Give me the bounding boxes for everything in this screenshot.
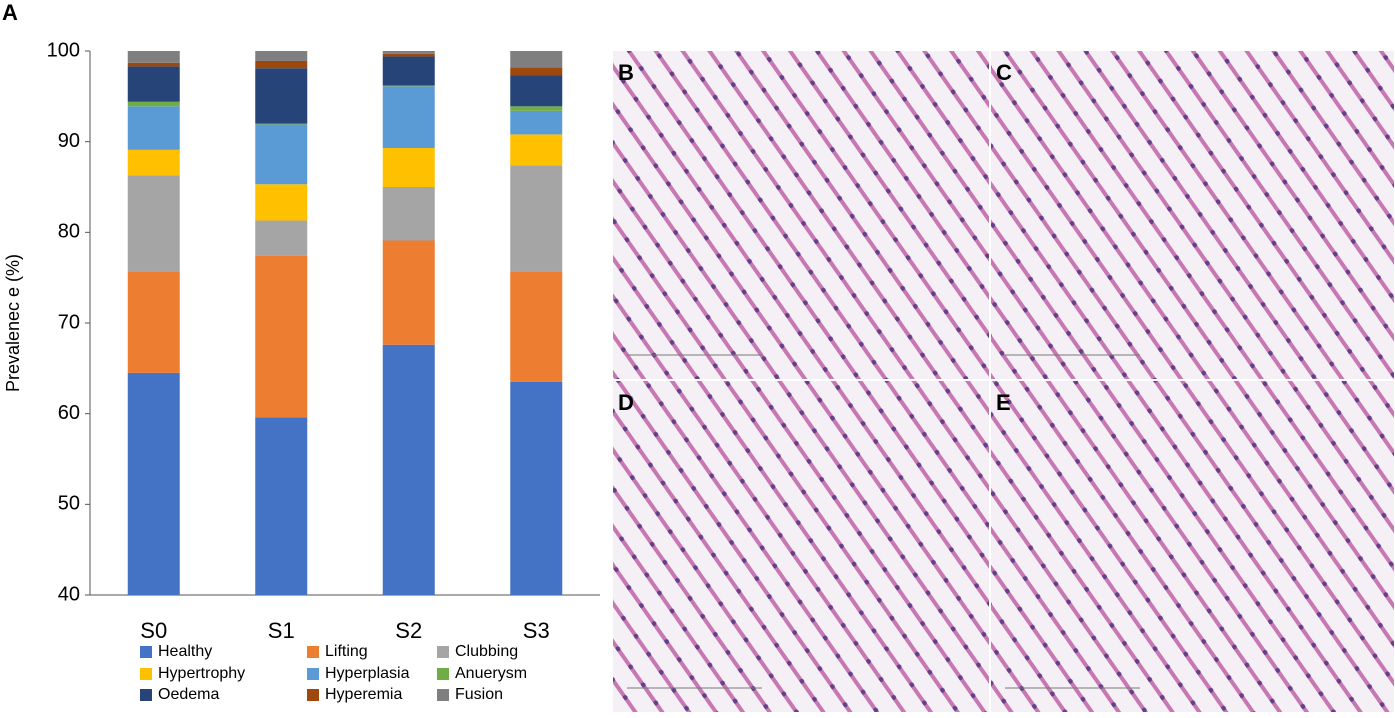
- legend-label: Anuerysm: [455, 665, 527, 682]
- bar-segment: [127, 372, 180, 595]
- bar-segment: [255, 184, 308, 221]
- bar-segment: [255, 417, 308, 595]
- bar-segment: [382, 85, 435, 87]
- legend-label: Fusion: [455, 686, 503, 703]
- bar-segment: [510, 75, 563, 107]
- legend-label: Hyperplasia: [325, 665, 410, 682]
- legend-swatch: [437, 646, 449, 658]
- legend-swatch: [140, 646, 152, 658]
- legend-swatch: [140, 668, 152, 680]
- y-tick-label: 90: [58, 130, 80, 152]
- bar-segment: [510, 106, 563, 111]
- image-label: E: [996, 390, 1011, 415]
- legend-swatch: [307, 646, 319, 658]
- bar-segment: [255, 124, 308, 185]
- bar-segment: [382, 51, 435, 54]
- legend-label: Hypertrophy: [158, 665, 245, 682]
- legend-swatch: [307, 668, 319, 680]
- x-tick-label: S2: [395, 618, 422, 643]
- bar-segment: [510, 381, 563, 595]
- bar-segment: [382, 56, 435, 86]
- histology-image: [989, 379, 1395, 714]
- image-label: C: [996, 60, 1012, 85]
- legend-swatch: [307, 689, 319, 701]
- histology-image: [989, 49, 1395, 381]
- bar-segment: [510, 51, 563, 68]
- legend-label: Lifting: [325, 643, 368, 660]
- bar-segment: [127, 149, 180, 176]
- bar-segment: [127, 51, 180, 63]
- bar-segment: [127, 106, 180, 150]
- bar-segment: [382, 187, 435, 241]
- bar-segment: [382, 148, 435, 187]
- bar-segment: [510, 67, 563, 76]
- legend-label: Oedema: [158, 686, 219, 703]
- bar-segment: [382, 86, 435, 149]
- y-tick-label: 60: [58, 402, 80, 424]
- bar-segment: [255, 51, 308, 61]
- x-tick-label: S3: [523, 618, 550, 643]
- bar-segment: [255, 60, 308, 69]
- histology-image: [611, 379, 991, 714]
- y-axis-label: Prevalenec e (%): [3, 254, 23, 392]
- legend-label: Hyperemia: [325, 686, 402, 703]
- bar-segment: [127, 101, 180, 107]
- bar-segment: [382, 344, 435, 595]
- bar-segment: [127, 271, 180, 373]
- y-tick-label: 40: [58, 583, 80, 605]
- bar-segment: [382, 53, 435, 57]
- bar-segment: [510, 165, 563, 272]
- y-tick-label: 50: [58, 493, 80, 515]
- bar-segment: [382, 240, 435, 345]
- legend-swatch: [437, 689, 449, 701]
- bar-segment: [127, 175, 180, 272]
- legend-label: Healthy: [158, 643, 212, 660]
- bar-segment: [255, 220, 308, 256]
- image-label: D: [618, 390, 634, 415]
- y-tick-label: 100: [47, 39, 80, 61]
- image-label: B: [618, 60, 634, 85]
- histology-image: [611, 49, 991, 381]
- legend-swatch: [140, 689, 152, 701]
- bar-segment: [255, 123, 308, 125]
- bar-segment: [127, 62, 180, 67]
- y-tick-label: 70: [58, 311, 80, 333]
- x-tick-label: S0: [140, 618, 167, 643]
- x-tick-label: S1: [268, 618, 295, 643]
- bar-segment: [255, 255, 308, 418]
- y-tick-label: 80: [58, 221, 80, 243]
- bar-segment: [510, 134, 563, 166]
- bar-segment: [127, 66, 180, 102]
- legend-swatch: [437, 668, 449, 680]
- legend-label: Clubbing: [455, 643, 518, 660]
- bar-segment: [255, 68, 308, 124]
- bar-segment: [510, 110, 563, 135]
- panel-label: A: [2, 0, 18, 25]
- bar-segment: [510, 271, 563, 382]
